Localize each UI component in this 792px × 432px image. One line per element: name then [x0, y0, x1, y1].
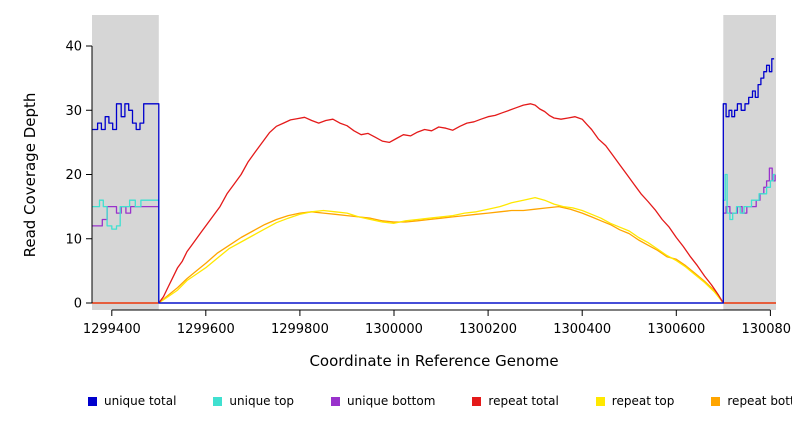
legend-item-repeat-total: repeat total [472, 394, 559, 408]
x-tick-label: 1300800 [741, 322, 792, 337]
series-unique-bottom [92, 167, 776, 304]
legend-label-repeat-top: repeat top [611, 394, 675, 408]
y-tick-label: 30 [65, 104, 82, 119]
legend-swatch-repeat-total [472, 396, 482, 406]
legend-label-repeat-bottom: repeat bottom [727, 394, 792, 408]
legend-swatch-repeat-bottom [711, 396, 721, 406]
x-tick-label: 1299800 [271, 322, 329, 337]
legend-item-repeat-bottom: repeat bottom [711, 394, 792, 408]
series-repeat-bottom [92, 205, 776, 304]
series-unique-total [92, 58, 775, 304]
series-repeat-top [92, 196, 776, 304]
legend-label-unique-top: unique top [229, 394, 295, 408]
y-axis-title: Read Coverage Depth [21, 92, 39, 258]
x-tick-label: 1300400 [553, 322, 611, 337]
plot-svg: 0 10 20 30 40 1299400 1299600 1299800 1300000 130… [65, 15, 792, 337]
legend-label-unique-bottom: unique bottom [347, 394, 436, 408]
legend-item-repeat-top: repeat top [595, 394, 675, 408]
legend-swatch-unique-bottom [331, 396, 341, 406]
y-tick-label: 40 [65, 40, 82, 55]
x-tick-label: 1300600 [647, 322, 705, 337]
legend-swatch-repeat-top [595, 396, 605, 406]
series-unique-top [92, 173, 776, 304]
legend-label-unique-total: unique total [104, 394, 177, 408]
x-tick-label: 1300200 [459, 322, 517, 337]
series-repeat-total [92, 103, 776, 304]
legend: unique total unique top unique bottom re… [88, 394, 792, 408]
legend-label-repeat-total: repeat total [488, 394, 559, 408]
x-tick-label: 1299600 [177, 322, 235, 337]
x-tick-label: 1300000 [365, 322, 423, 337]
legend-swatch-unique-top [213, 396, 223, 406]
y-tick-label: 0 [74, 297, 82, 312]
shaded-region [723, 15, 776, 310]
x-axis-title: Coordinate in Reference Genome [309, 352, 559, 370]
legend-item-unique-top: unique top [213, 394, 294, 408]
shaded-region [92, 15, 159, 310]
legend-item-unique-total: unique total [88, 394, 176, 408]
legend-item-unique-bottom: unique bottom [331, 394, 435, 408]
x-tick-label: 1299400 [83, 322, 141, 337]
y-tick-label: 20 [65, 168, 82, 183]
y-tick-label: 10 [65, 232, 82, 247]
legend-swatch-unique-total [88, 396, 97, 406]
